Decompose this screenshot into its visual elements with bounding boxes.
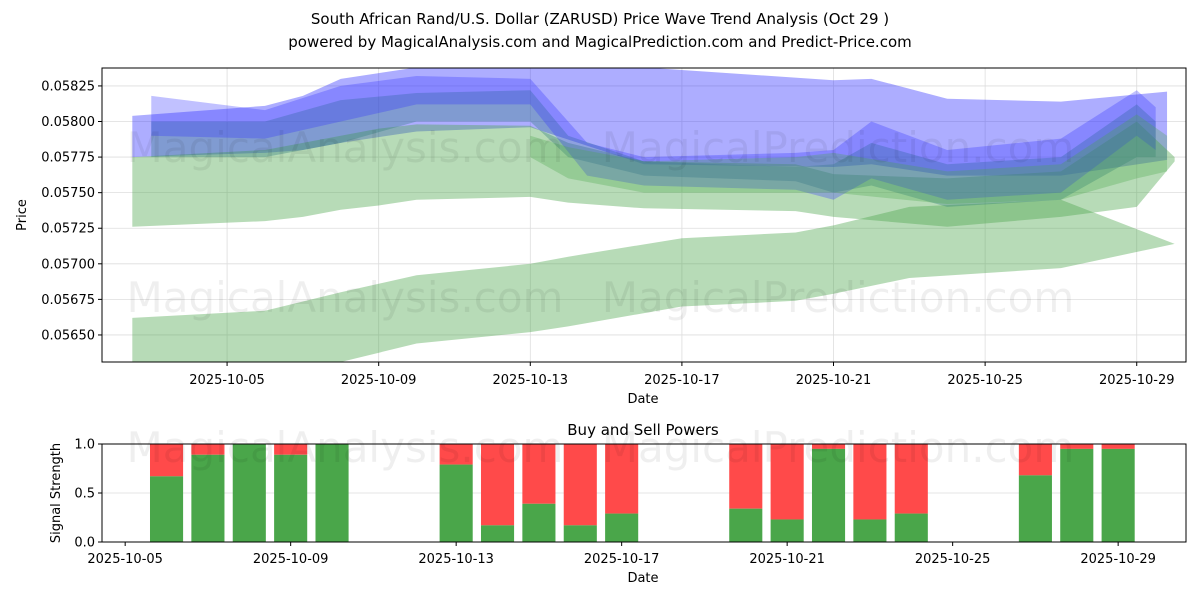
- buy-bar: [439, 464, 473, 542]
- sell-bar: [853, 444, 887, 520]
- y-tick-label: 0.05675: [41, 293, 95, 308]
- y-tick-label: 0.05700: [41, 257, 95, 272]
- sell-bar: [274, 444, 308, 455]
- buy-bar: [149, 476, 184, 542]
- x-tick-label: 2025-10-05: [189, 373, 265, 388]
- sell-bar: [811, 444, 846, 449]
- buy-bar: [811, 448, 846, 542]
- plot-frame: [101, 67, 1187, 363]
- x-tick-label: 2025-10-29: [1099, 373, 1175, 388]
- buy-bar: [191, 454, 225, 542]
- y-tick-label: 0.05800: [41, 115, 95, 130]
- sell-bar: [1018, 444, 1052, 476]
- wave-band-green-mid: [530, 114, 1168, 205]
- buy-bar: [232, 444, 266, 542]
- y-tick-label: 0.05825: [41, 79, 95, 94]
- x-tick-label: 2025-10-09: [341, 373, 417, 388]
- watermark: MagicalAnalysis.com: [127, 423, 564, 472]
- x-tick-label: 2025-10-25: [915, 552, 991, 567]
- y-tick-label: 0.05725: [41, 222, 95, 237]
- x-tick-label: 2025-10-13: [493, 373, 569, 388]
- sell-bar: [729, 444, 763, 509]
- signal-title: Buy and Sell Powers: [567, 421, 719, 439]
- buy-bar: [315, 444, 349, 542]
- buy-bar: [729, 508, 763, 542]
- sell-bar: [522, 444, 556, 504]
- sell-bar: [1060, 444, 1094, 449]
- chart-subtitle: powered by MagicalAnalysis.com and Magic…: [288, 33, 912, 51]
- signal-xlabel: Date: [627, 571, 658, 586]
- sell-bar: [894, 444, 928, 514]
- buy-bar: [1060, 448, 1094, 542]
- buy-bar: [563, 525, 597, 542]
- sell-bar: [605, 444, 639, 514]
- x-tick-label: 2025-10-25: [947, 373, 1023, 388]
- buy-bar: [522, 503, 556, 542]
- sell-bar: [1101, 444, 1135, 449]
- watermark: MagicalAnalysis.com: [127, 123, 564, 172]
- x-tick-label: 2025-10-09: [253, 552, 329, 567]
- watermark: MagicalPrediction.com: [602, 423, 1075, 472]
- wave-band-blue-mid: [151, 75, 1156, 200]
- sell-bar: [563, 444, 597, 526]
- sell-bar: [439, 444, 473, 465]
- watermark: MagicalPrediction.com: [602, 123, 1075, 172]
- buy-bar: [770, 519, 804, 542]
- price-ylabel: Price: [15, 199, 30, 231]
- x-tick-label: 2025-10-13: [418, 552, 494, 567]
- y-tick-label: 0.5: [74, 487, 95, 502]
- sell-bar: [480, 444, 515, 526]
- x-tick-label: 2025-10-17: [584, 552, 660, 567]
- x-tick-label: 2025-10-17: [644, 373, 720, 388]
- buy-bar: [605, 513, 639, 542]
- price-xlabel: Date: [627, 392, 658, 407]
- sell-bar: [191, 444, 225, 455]
- sell-bar: [770, 444, 804, 520]
- wave-band-teal-mid: [151, 90, 1156, 207]
- y-tick-label: 0.05750: [41, 186, 95, 201]
- buy-bar: [853, 519, 887, 542]
- bands: [132, 68, 1175, 362]
- y-tick-label: 0.05775: [41, 151, 95, 166]
- x-tick-label: 2025-10-21: [749, 552, 825, 567]
- sell-bar: [149, 444, 184, 477]
- y-tick-label: 0.05650: [41, 328, 95, 343]
- buy-bar: [1101, 448, 1135, 542]
- x-tick-label: 2025-10-29: [1080, 552, 1156, 567]
- x-tick-label: 2025-10-21: [796, 373, 872, 388]
- signal-ylabel: Signal Strength: [49, 443, 64, 543]
- wave-band-green-lower: [132, 199, 1175, 362]
- watermark: MagicalPrediction.com: [602, 273, 1075, 322]
- chart-title: South African Rand/U.S. Dollar (ZARUSD) …: [311, 10, 889, 28]
- wave-band-green-upper: [132, 121, 1175, 227]
- watermark: MagicalAnalysis.com: [127, 273, 564, 322]
- plot-frame: [101, 443, 1187, 543]
- wave-band-blue-wide: [132, 68, 1168, 176]
- buy-bar: [480, 525, 515, 542]
- y-tick-label: 1.0: [74, 438, 95, 453]
- x-tick-label: 2025-10-05: [87, 552, 163, 567]
- price-panel: 0.05650 0.05675 0.05700 0.05725 0.05750 0.057…: [41, 67, 1187, 388]
- buy-bar: [274, 454, 308, 542]
- signal-panel: 0.0 0.5 1.0 2025-10-05 2025-10-09 2025-10-13 2…: [74, 438, 1187, 567]
- buy-bar: [894, 513, 928, 542]
- buy-bar: [1018, 475, 1052, 542]
- y-tick-label: 0.0: [74, 536, 95, 551]
